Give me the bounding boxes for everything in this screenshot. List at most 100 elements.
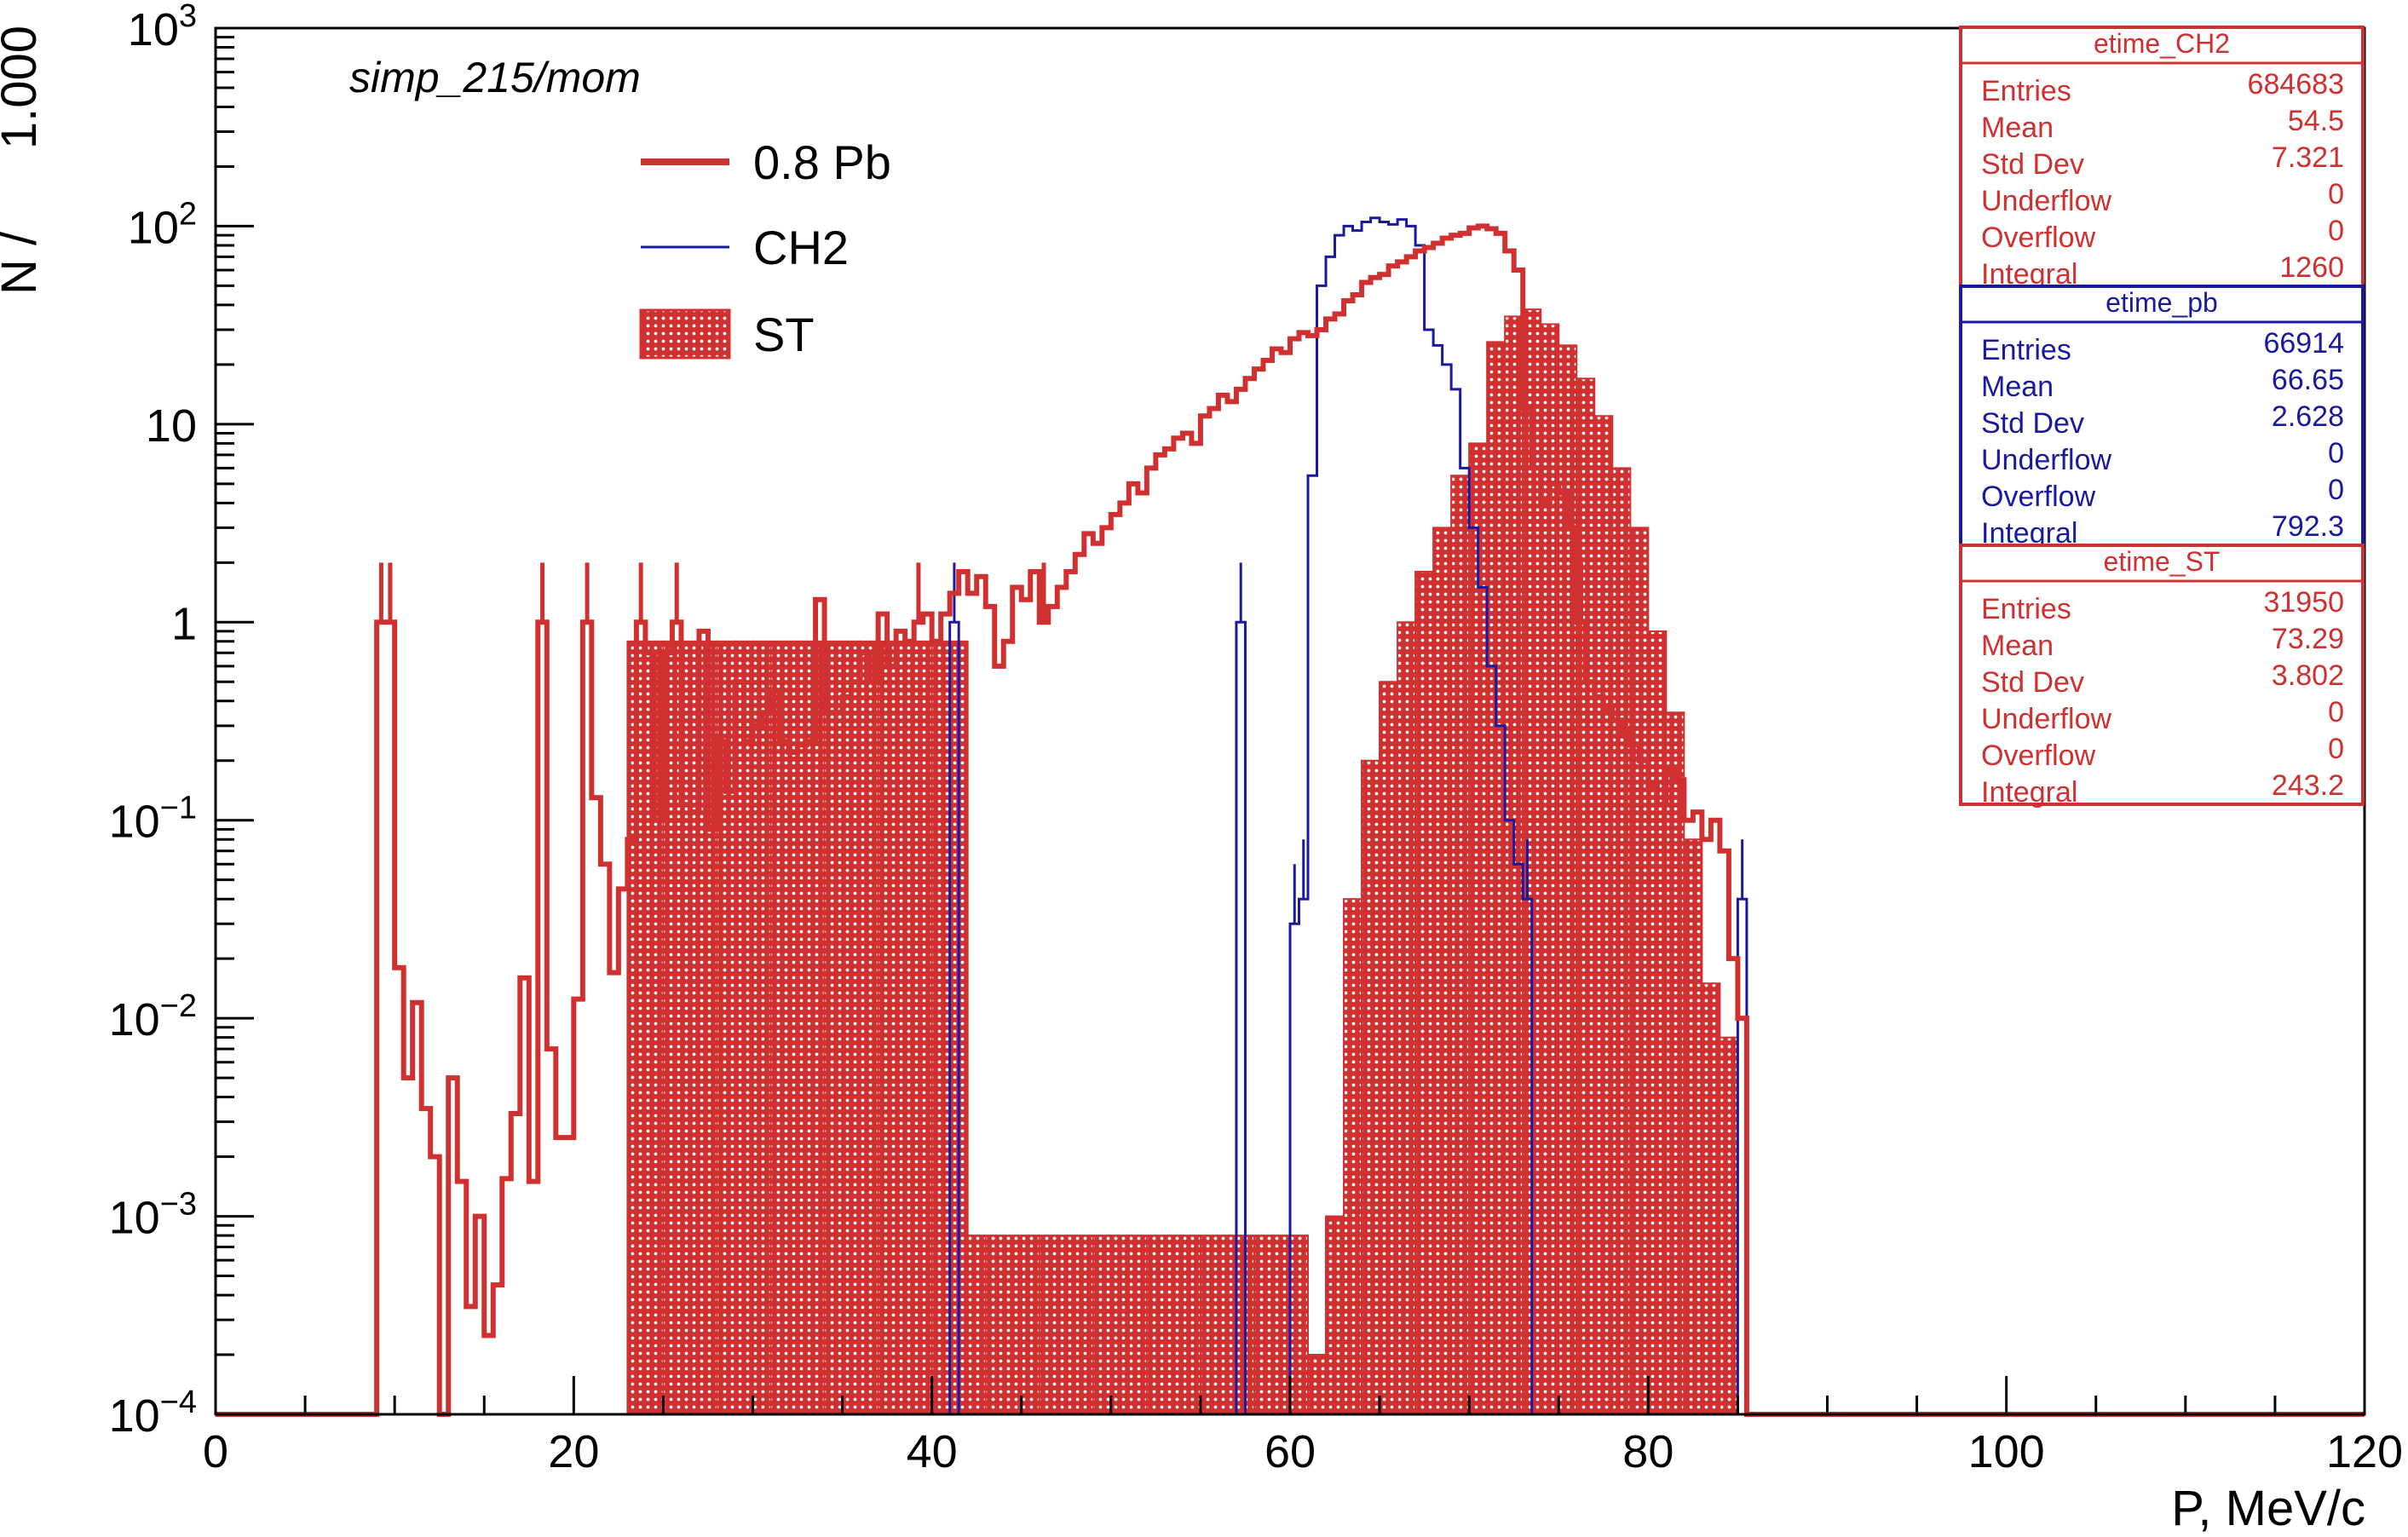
y-tick-label: 10−4	[109, 1384, 197, 1442]
st-bar	[662, 640, 683, 1415]
x-tick-label: 120	[2326, 1426, 2403, 1477]
stats-box-title: etime_pb	[2106, 287, 2218, 318]
legend-swatch	[639, 308, 731, 360]
st-bar	[1325, 1215, 1345, 1415]
stats-box: etime_CH2 Entries 684683 Mean 54.5 Std Dev 7.3…	[1959, 26, 2365, 291]
st-bar	[1611, 467, 1632, 1415]
st-bar	[1109, 1235, 1130, 1415]
y-tick-label: 10−3	[109, 1187, 197, 1244]
stats-row-label: Underflow	[1981, 444, 2112, 476]
st-bar	[1397, 621, 1417, 1415]
stats-row-label: Underflow	[1981, 185, 2112, 217]
st-bar	[1056, 1235, 1076, 1415]
legend-entry: 0.8 Pb	[641, 135, 891, 189]
stats-box-frame	[1959, 285, 2365, 547]
st-bar	[1414, 570, 1435, 1415]
st-bar	[1253, 1235, 1273, 1415]
stats-boxes: etime_CH2 Entries 684683 Mean 54.5 Std Dev 7.3…	[1959, 26, 2365, 809]
stats-row-label: Overflow	[1981, 740, 2096, 772]
st-bar	[1665, 711, 1685, 1415]
st-bar	[930, 640, 951, 1415]
chart-title: simp_215/mom	[349, 54, 641, 101]
stats-row-label: Entries	[1981, 334, 2071, 366]
stats-row-value: 792.3	[2272, 510, 2344, 543]
st-bar	[680, 640, 700, 1415]
stats-row-value: 66.65	[2272, 364, 2344, 396]
stats-row-value: 0	[2328, 733, 2344, 765]
st-bar	[1361, 759, 1381, 1415]
stats-row-value: 31950	[2263, 586, 2344, 619]
st-bar	[1379, 681, 1399, 1415]
legend-entry: CH2	[641, 221, 849, 274]
st-bar	[1289, 1235, 1310, 1415]
legend-label: ST	[753, 308, 815, 361]
st-bar	[1683, 838, 1703, 1415]
stats-row-label: Std Dev	[1981, 666, 2084, 699]
stats-row-label: Mean	[1981, 371, 2054, 403]
st-bar	[1127, 1235, 1148, 1415]
st-bar	[1181, 1235, 1201, 1415]
st-bar	[1270, 1235, 1291, 1415]
stats-box-title: etime_CH2	[2094, 28, 2230, 59]
st-bar	[1629, 527, 1650, 1415]
stats-row-value: 2.628	[2272, 400, 2344, 433]
st-bar	[1468, 442, 1489, 1415]
stats-row-value: 0	[2328, 696, 2344, 728]
st-bar	[984, 1235, 1005, 1415]
st-bar	[1002, 1235, 1023, 1415]
stats-row-value: 243.2	[2272, 769, 2344, 802]
st-bar	[841, 640, 861, 1415]
st-bar	[1647, 630, 1668, 1415]
st-bar	[1020, 1235, 1040, 1415]
stats-row-value: 1260	[2279, 251, 2344, 284]
stats-row-label: Entries	[1981, 593, 2071, 625]
st-bar	[1701, 982, 1721, 1416]
x-tick-label: 80	[1622, 1426, 1674, 1477]
y-tick-label: 10	[146, 400, 197, 452]
stats-row-label: Mean	[1981, 112, 2054, 144]
st-bar	[1217, 1235, 1237, 1415]
st-bar	[1486, 341, 1506, 1415]
st-bar	[1038, 1235, 1058, 1415]
y-tick-label: 10−2	[109, 988, 197, 1045]
legend: 0.8 Pb CH2 ST	[639, 135, 891, 361]
y-tick-label: 10−1	[109, 791, 197, 848]
legend-entry: ST	[639, 308, 815, 361]
st-bar	[1199, 1235, 1219, 1415]
legend-label: CH2	[753, 221, 849, 274]
st-bar	[895, 640, 915, 1415]
st-bar	[877, 640, 897, 1415]
stats-row-value: 684683	[2248, 68, 2344, 101]
stats-row-value: 0	[2328, 215, 2344, 247]
stats-row-label: Overflow	[1981, 481, 2096, 513]
y-tick-label: 1	[171, 598, 197, 649]
stats-row-value: 0	[2328, 437, 2344, 469]
y-axis-label: N / 1.000	[0, 26, 47, 295]
stats-row-label: Std Dev	[1981, 148, 2084, 181]
stats-row-value: 66914	[2263, 327, 2344, 360]
stats-box-frame	[1959, 544, 2365, 806]
stats-row-value: 0	[2328, 178, 2344, 210]
st-bar	[769, 640, 790, 1415]
stats-row-value: 3.802	[2272, 659, 2344, 692]
st-bar	[859, 640, 879, 1415]
stats-row-value: 0	[2328, 474, 2344, 506]
stats-box: etime_ST Entries 31950 Mean 73.29 Std Dev 3.80…	[1959, 544, 2365, 809]
stats-row-label: Overflow	[1981, 222, 2096, 254]
stats-box: etime_pb Entries 66914 Mean 66.65 Std Dev 2.62…	[1959, 285, 2365, 550]
stats-box-frame	[1959, 26, 2365, 288]
y-tick-label: 102	[128, 196, 197, 253]
stats-row-label: Entries	[1981, 75, 2071, 107]
stats-row-value: 7.321	[2272, 141, 2344, 174]
st-bar	[1576, 377, 1596, 1416]
x-tick-label: 40	[907, 1426, 958, 1477]
stats-row-value: 54.5	[2288, 105, 2344, 137]
x-tick-label: 60	[1264, 1426, 1316, 1477]
stats-row-label: Mean	[1981, 630, 2054, 662]
st-bar	[1432, 527, 1453, 1415]
st-bar	[823, 640, 844, 1415]
st-bar	[752, 640, 772, 1415]
st-bar	[1145, 1235, 1166, 1415]
series-st	[626, 308, 1739, 1416]
